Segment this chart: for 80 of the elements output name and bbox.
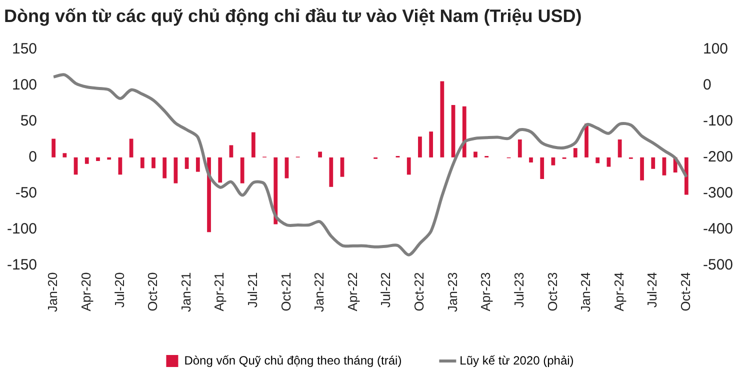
bar	[107, 157, 112, 160]
x-tick-label: Apr-23	[478, 272, 494, 312]
bar	[240, 157, 244, 184]
bar	[418, 136, 422, 158]
y2-tick-label: -100	[702, 112, 734, 130]
bar	[329, 157, 334, 187]
x-tick-label: Jan-23	[444, 272, 460, 312]
bar	[207, 157, 211, 232]
bar	[474, 152, 478, 158]
x-tick-label: Oct-21	[278, 272, 294, 312]
bar	[618, 139, 622, 158]
bar	[318, 152, 322, 158]
bar	[84, 157, 89, 164]
y2-tick-label: -400	[702, 220, 734, 238]
bar	[451, 104, 456, 158]
bar	[462, 106, 466, 158]
bar	[662, 157, 666, 176]
bar	[152, 157, 156, 168]
x-tick-label: Apr-24	[611, 272, 626, 312]
bar	[140, 157, 144, 168]
bar	[573, 148, 578, 158]
bar	[218, 157, 222, 183]
bar	[251, 132, 256, 158]
x-tick-label: Oct-22	[412, 272, 427, 312]
bar	[684, 157, 688, 195]
legend-label: Dòng vốn Quỹ chủ động theo tháng (trái)	[184, 353, 402, 368]
x-tick-label: Jul-21	[245, 272, 260, 308]
bar	[406, 157, 411, 175]
x-tick-label: Jul-22	[378, 272, 394, 308]
bar	[162, 157, 167, 178]
y-tick-label: 100	[12, 76, 38, 94]
y-tick-label: -100	[6, 220, 38, 238]
x-tick-label: Jul-23	[511, 272, 526, 308]
y-tick-label: 0	[28, 148, 38, 166]
x-tick-label: Oct-20	[145, 272, 160, 312]
bar	[606, 157, 611, 167]
bar	[96, 157, 100, 162]
y2-tick-label: -200	[702, 148, 734, 166]
bar	[440, 81, 444, 158]
x-tick-label: Apr-22	[344, 272, 360, 312]
x-tick-label: Oct-24	[678, 272, 694, 312]
bar	[229, 145, 234, 158]
y-tick-label: -150	[6, 256, 38, 274]
bar	[284, 157, 289, 178]
bar	[174, 157, 178, 184]
x-tick-label: Jan-22	[312, 272, 327, 312]
x-tick-label: Jan-20	[45, 272, 60, 312]
y2-tick-label: -500	[702, 256, 734, 274]
bar	[62, 153, 67, 158]
bar	[640, 157, 644, 180]
bar	[274, 157, 278, 224]
x-tick-label: Jul-24	[644, 272, 660, 308]
x-tick-label: Apr-20	[78, 272, 94, 312]
x-tick-label: Jul-20	[112, 272, 127, 308]
bar	[184, 157, 189, 169]
x-tick-label: Jan-24	[578, 272, 594, 312]
bar	[196, 157, 200, 172]
y2-tick-label: -300	[702, 184, 734, 202]
bar	[52, 138, 56, 158]
bar	[540, 157, 544, 179]
bar	[596, 157, 600, 164]
bar	[118, 157, 122, 175]
y-tick-label: 150	[12, 40, 38, 58]
y-tick-label: 50	[20, 112, 38, 130]
y2-tick-label: 0	[702, 76, 712, 94]
bar	[429, 132, 434, 158]
legend-label: Lũy kế từ 2020 (phải)	[460, 353, 574, 368]
bar	[529, 157, 533, 162]
bar	[551, 157, 556, 166]
x-tick-label: Apr-21	[212, 272, 227, 312]
line-series	[52, 73, 688, 256]
bar	[129, 138, 134, 158]
y2-tick-label: 100	[702, 40, 728, 58]
bar	[651, 157, 656, 169]
x-tick-label: Oct-23	[544, 272, 560, 312]
bar	[340, 157, 344, 177]
x-tick-label: Jan-21	[178, 272, 194, 312]
chart-title: Dòng vốn từ các quỹ chủ động chỉ đầu tư vào Việt Nam (Triệu USD)	[4, 6, 582, 26]
bar	[518, 139, 522, 158]
y-tick-label: -50	[15, 184, 38, 202]
